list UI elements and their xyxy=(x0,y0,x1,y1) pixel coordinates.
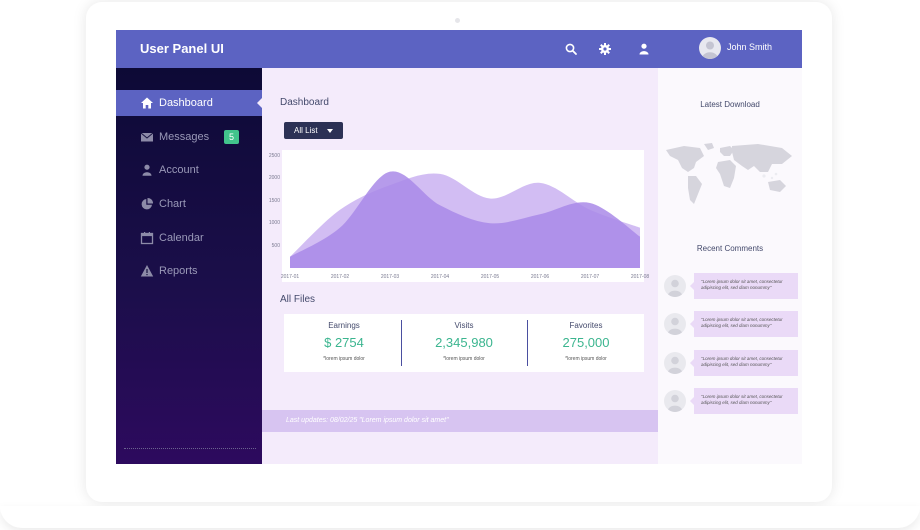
stat-value: 2,345,980 xyxy=(435,335,493,350)
comment-bubble: "Lorem ipsum dolor sit amet, consectetur… xyxy=(690,273,798,299)
recent-comments-title: Recent Comments xyxy=(696,244,764,253)
comment-text: "Lorem ipsum dolor sit amet, consectetur… xyxy=(701,317,783,328)
sidebar-divider xyxy=(124,448,256,449)
y-tick-label: 2000 xyxy=(268,175,280,182)
envelope-icon xyxy=(140,132,154,142)
stat-value: $ 2754 xyxy=(324,335,364,350)
user-icon[interactable] xyxy=(637,42,651,56)
sidebar-item-messages[interactable]: Messages 5 xyxy=(116,124,262,150)
stat-label: Earnings xyxy=(328,321,360,330)
sidebar-item-account[interactable]: Account xyxy=(116,157,262,183)
x-tick-label: 2017-05 xyxy=(480,274,500,280)
last-update-bar: Last updates: 08/02/25 "Lorem ipsum dolo… xyxy=(262,410,658,432)
dropdown-selected-value: All List xyxy=(294,126,318,135)
chart-plot-area xyxy=(289,171,641,268)
comment-text: "Lorem ipsum dolor sit amet, consectetur… xyxy=(701,279,783,290)
comment-bubble: "Lorem ipsum dolor sit amet, consectetur… xyxy=(690,388,798,414)
y-tick-label: 1500 xyxy=(268,197,280,204)
latest-download-title: Latest Download xyxy=(700,100,760,109)
comment-item[interactable]: "Lorem ipsum dolor sit amet, consectetur… xyxy=(664,273,798,299)
x-tick-label: 2017-08 xyxy=(630,274,650,280)
x-tick-label: 2017-03 xyxy=(380,274,400,280)
comment-bubble: "Lorem ipsum dolor sit amet, consectetur… xyxy=(690,350,798,376)
y-tick-label: 500 xyxy=(271,242,280,249)
page-title: Dashboard xyxy=(280,97,329,108)
x-tick-label: 2017-01 xyxy=(280,274,300,280)
stat-caption: *lorem ipsum dolor xyxy=(565,356,607,362)
gear-icon[interactable] xyxy=(598,42,612,56)
sidebar-item-label: Messages xyxy=(159,131,210,143)
top-bar: User Panel UI John Smith xyxy=(116,30,802,68)
avatar xyxy=(664,275,686,297)
avatar-silhouette-icon xyxy=(702,41,718,59)
area-chart: 500 1000 1500 2000 2500 2017-01 2017-02 2017-0… xyxy=(266,150,649,282)
stat-label: Favorites xyxy=(569,321,603,330)
app-screen: User Panel UI John Smith xyxy=(116,30,802,464)
stat-earnings: Earnings $ 2754 *lorem ipsum dolor xyxy=(284,314,404,372)
stat-divider xyxy=(527,320,528,366)
last-update-text: Last updates: 08/02/25 "Lorem ipsum dolo… xyxy=(286,417,449,424)
sidebar-item-label: Calendar xyxy=(159,232,204,244)
active-indicator xyxy=(257,98,262,108)
stat-caption: *lorem ipsum dolor xyxy=(443,356,485,362)
files-section-title: All Files xyxy=(280,294,316,305)
avatar xyxy=(664,352,686,374)
laptop-base xyxy=(0,506,920,528)
right-panel: Latest Download Recent Comments "Lorem i… xyxy=(658,68,802,464)
user-icon xyxy=(142,164,152,176)
comment-item[interactable]: "Lorem ipsum dolor sit amet, consectetur… xyxy=(664,350,798,376)
x-tick-label: 2017-02 xyxy=(330,274,350,280)
stat-caption: *lorem ipsum dolor xyxy=(323,356,365,362)
sidebar-item-label: Account xyxy=(159,164,199,176)
sidebar-item-label: Dashboard xyxy=(159,97,213,109)
sidebar-item-calendar[interactable]: Calendar xyxy=(116,225,262,251)
stat-value: 275,000 xyxy=(562,335,610,350)
user-name[interactable]: John Smith xyxy=(727,42,773,52)
main-content: Dashboard All List 500 1000 1500 2000 2500 2… xyxy=(262,68,658,464)
camera-dot xyxy=(455,18,460,23)
stat-divider xyxy=(401,320,402,366)
sidebar-item-label: Reports xyxy=(159,265,198,277)
area-series-2 xyxy=(290,171,640,268)
caret-down-icon xyxy=(327,129,333,133)
avatar xyxy=(664,390,686,412)
comment-item[interactable]: "Lorem ipsum dolor sit amet, consectetur… xyxy=(664,311,798,337)
y-tick-label: 2500 xyxy=(268,153,280,159)
comment-text: "Lorem ipsum dolor sit amet, consectetur… xyxy=(701,356,783,367)
stat-label: Visits xyxy=(454,321,474,330)
comment-item[interactable]: "Lorem ipsum dolor sit amet, consectetur… xyxy=(664,388,798,414)
stat-visits: Visits 2,345,980 *lorem ipsum dolor xyxy=(404,314,524,372)
x-tick-label: 2017-07 xyxy=(580,274,600,280)
avatar-silhouette-icon xyxy=(667,356,683,374)
y-tick-label: 1000 xyxy=(268,220,280,227)
sidebar-item-dashboard[interactable]: Dashboard xyxy=(116,90,262,116)
home-icon xyxy=(141,97,153,109)
world-map-icon xyxy=(666,143,792,204)
avatar-silhouette-icon xyxy=(667,279,683,297)
sidebar: Dashboard Messages 5 Account Chart xyxy=(116,68,262,464)
user-avatar[interactable] xyxy=(699,37,721,59)
sidebar-item-reports[interactable]: Reports xyxy=(116,258,262,284)
x-tick-label: 2017-06 xyxy=(530,274,550,280)
pie-chart-icon xyxy=(141,197,154,210)
avatar xyxy=(664,313,686,335)
list-filter-dropdown[interactable]: All List xyxy=(284,122,343,139)
messages-count-badge: 5 xyxy=(224,130,239,144)
app-title: User Panel UI xyxy=(140,41,224,56)
avatar-silhouette-icon xyxy=(667,317,683,335)
calendar-icon xyxy=(140,232,154,245)
stat-favorites: Favorites 275,000 *lorem ipsum dolor xyxy=(526,314,646,372)
x-tick-label: 2017-04 xyxy=(430,274,450,280)
warning-icon xyxy=(140,265,154,277)
sidebar-item-chart[interactable]: Chart xyxy=(116,191,262,217)
avatar-silhouette-icon xyxy=(667,394,683,412)
sidebar-item-label: Chart xyxy=(159,198,186,210)
search-icon[interactable] xyxy=(564,42,578,56)
comment-bubble: "Lorem ipsum dolor sit amet, consectetur… xyxy=(690,311,798,337)
comment-text: "Lorem ipsum dolor sit amet, consectetur… xyxy=(701,394,783,405)
stats-card: Earnings $ 2754 *lorem ipsum dolor Visit… xyxy=(284,314,644,372)
